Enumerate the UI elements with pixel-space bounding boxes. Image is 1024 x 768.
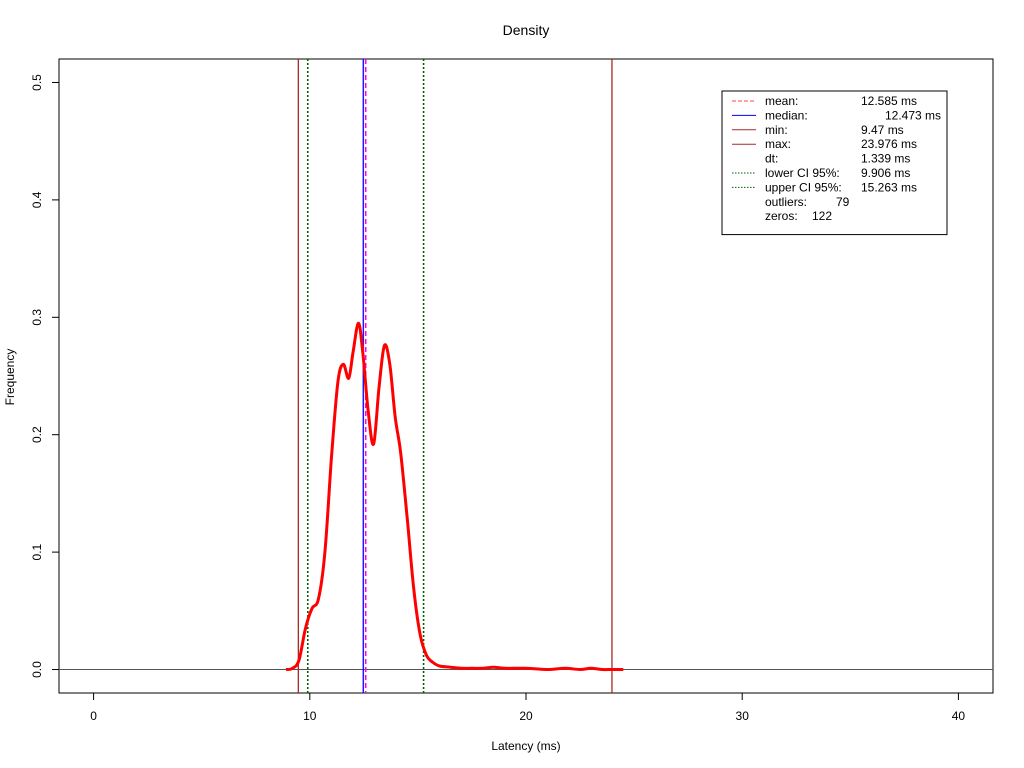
y-tick-label: 0.4 [30,191,44,208]
x-tick-label: 10 [303,709,317,723]
y-tick-label: 0.5 [30,74,44,91]
y-axis-label: Frequency [3,349,17,406]
legend-value-lower-ci: 9.906 ms [861,166,910,180]
x-axis-label: Latency (ms) [491,739,560,753]
x-tick-label: 30 [736,709,750,723]
y-tick-label: 0.1 [30,543,44,560]
y-tick-label: 0.2 [30,426,44,443]
legend-label-dt: dt: [765,152,778,166]
legend-value-zeros: 122 [812,209,832,223]
legend-label-max: max: [765,137,791,151]
x-tick-label: 0 [90,709,97,723]
legend-label-mean: mean: [765,94,798,108]
y-tick-label: 0.3 [30,309,44,326]
x-tick-label: 20 [519,709,533,723]
legend-value-dt: 1.339 ms [861,152,910,166]
legend-value-outliers: 79 [836,195,850,209]
legend-value-mean: 12.585 ms [861,94,917,108]
legend-box [721,90,948,236]
legend-value-median: 12.473 ms [885,108,941,122]
legend-value-upper-ci: 15.263 ms [861,180,917,194]
chart-title: Density [503,22,550,38]
legend-label-zeros: zeros: [765,209,798,223]
y-tick-label: 0.0 [30,661,44,678]
legend-value-max: 23.976 ms [861,137,917,151]
density-curve [285,321,624,672]
legend-value-min: 9.47 ms [861,123,904,137]
legend-label-min: min: [765,123,788,137]
x-tick-label: 40 [952,709,966,723]
legend-label-outliers: outliers: [765,195,807,209]
legend-label-median: median: [765,108,808,122]
legend-label-lower-ci: lower CI 95%: [765,166,840,180]
legend-label-upper-ci: upper CI 95%: [765,180,842,194]
